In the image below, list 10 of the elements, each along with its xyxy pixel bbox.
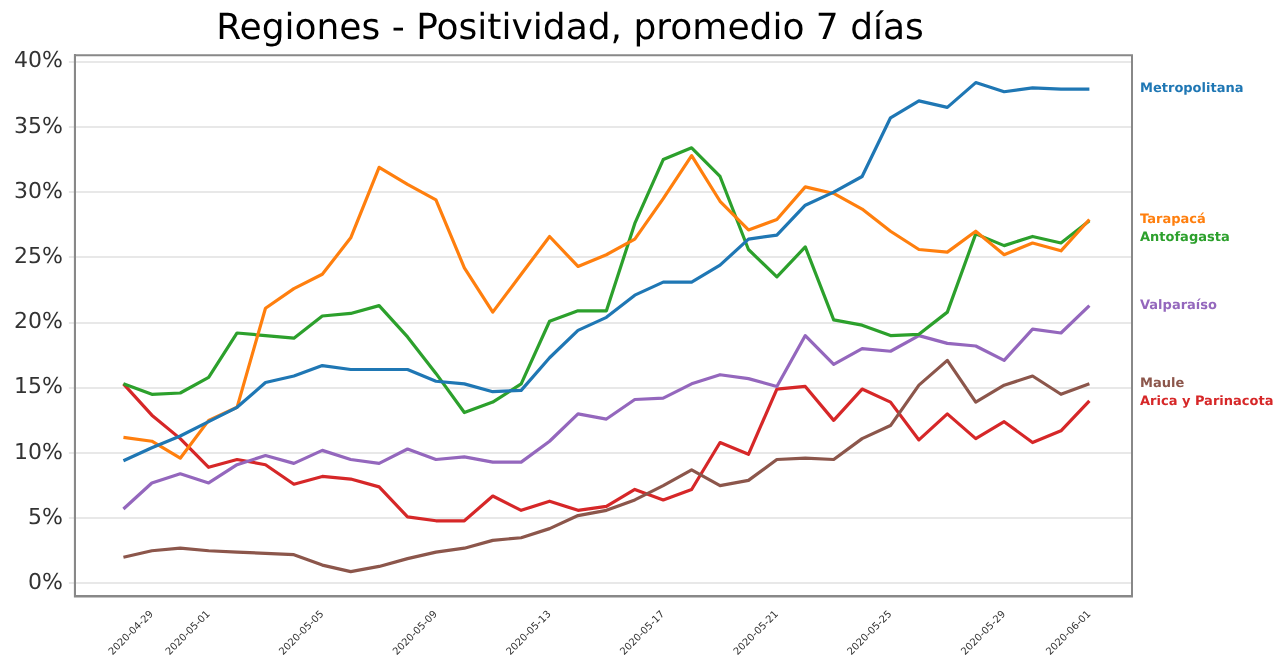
y-tick-label: 30% <box>13 177 63 204</box>
y-tick-label: 15% <box>13 373 63 400</box>
chart-title: Regiones - Positividad, promedio 7 días <box>216 6 924 49</box>
y-tick-label: 5% <box>27 503 63 530</box>
y-tick-label: 20% <box>13 308 63 335</box>
y-tick-label: 35% <box>13 112 63 139</box>
y-tick-label: 40% <box>13 47 63 74</box>
y-tick-label: 25% <box>13 243 63 270</box>
y-tick-label: 0% <box>27 569 63 596</box>
y-tick-label: 10% <box>13 438 63 465</box>
